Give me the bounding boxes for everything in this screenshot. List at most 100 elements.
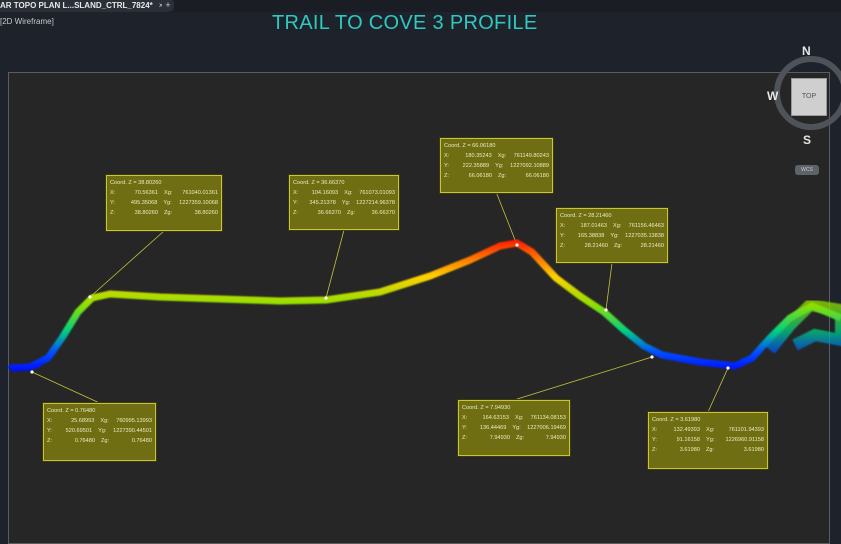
compass-south[interactable]: S — [803, 133, 812, 147]
callout-row-x: X: 180.35243 Xg: 761149.80243 — [444, 151, 549, 161]
callout-row-z: Z: 66.06180 Zg: 66.06180 — [444, 171, 549, 181]
picked-point — [650, 355, 654, 359]
grid-value: 761040.01361 — [182, 190, 218, 196]
callout-header: Coord. Z = 38.80260 — [110, 180, 162, 186]
callout-row-z: Z: 38.80260 Zg: 38.80260 — [110, 208, 218, 218]
callout-row-y: Y: 222.35889 Yg: 1227092.10889 — [444, 161, 549, 171]
grid-value: 0.76480 — [131, 438, 152, 444]
picked-point — [30, 370, 34, 374]
callout-row-x: X: 187.01463 Xg: 761156.46463 — [560, 221, 664, 231]
grid-value: 1227035.13838 — [625, 233, 664, 239]
local-value: 165.38838 — [577, 233, 605, 239]
local-value: 25.68993 — [71, 418, 95, 424]
local-value: 7.94930 — [489, 435, 510, 441]
callout-row-y: Y: 520.69501 Yg: 1227390.44501 — [47, 426, 152, 436]
local-value: 164.63153 — [482, 415, 509, 421]
grid-axis-label: Zg: — [347, 210, 356, 216]
local-value: 520.69501 — [65, 428, 93, 434]
close-icon[interactable]: × — [159, 1, 164, 10]
picked-point — [604, 308, 608, 312]
tab-label: AR TOPO PLAN L...SLAND_CTRL_7824* — [0, 1, 153, 10]
local-value: 187.01463 — [580, 223, 607, 229]
callout-leader — [89, 230, 165, 298]
grid-axis-label: Zg: — [164, 210, 173, 216]
local-value: 3.61980 — [679, 447, 700, 453]
callout-row-x: X: 70.56361 Xg: 761040.01361 — [110, 188, 218, 198]
picked-point — [515, 243, 519, 247]
local-value: 180.35243 — [465, 153, 492, 159]
local-value: 345.21378 — [309, 200, 336, 206]
callout-leader — [496, 192, 518, 246]
axis-label: Z: — [293, 210, 298, 216]
grid-axis-label: Xg: — [706, 427, 715, 433]
grid-value: 761101.94393 — [728, 427, 764, 433]
grid-value: 1226960.91158 — [725, 437, 764, 443]
callout-header: Coord. Z = 3.61980 — [652, 417, 701, 423]
tab-drawing[interactable]: AR TOPO PLAN L...SLAND_CTRL_7824* × — [0, 0, 170, 12]
callout-leader — [605, 262, 613, 311]
axis-label: X: — [462, 415, 468, 421]
callout-leader — [31, 371, 100, 404]
tab-bar: AR TOPO PLAN L...SLAND_CTRL_7824* × + — [0, 0, 841, 12]
grid-value: 761156.46463 — [628, 223, 664, 229]
coordinate-callout[interactable]: Coord. Z = 28.21460 X: 187.01463 Xg: 761156.… — [555, 207, 669, 264]
picked-point — [726, 366, 730, 370]
grid-axis-label: Yg: — [98, 428, 107, 434]
viewcube-ring[interactable] — [774, 56, 841, 130]
grid-value: 761134.08153 — [530, 415, 566, 421]
axis-label: Z: — [444, 173, 449, 179]
grid-axis-label: Yg: — [341, 200, 351, 206]
viewcube-top-face[interactable]: TOP — [791, 78, 827, 116]
grid-axis-label: Zg: — [516, 435, 525, 441]
local-value: 28.21460 — [584, 243, 608, 249]
callout-leader — [707, 367, 729, 413]
compass-west[interactable]: W — [767, 89, 779, 103]
callout-row-z: Z: 36.66370 Zg: 36.66370 — [293, 208, 395, 218]
grid-axis-label: Yg: — [495, 163, 504, 169]
callout-row-y: Y: 136.44469 Yg: 1227006.19469 — [462, 423, 566, 433]
axis-label: Z: — [47, 438, 52, 444]
grid-axis-label: Yg: — [512, 425, 521, 431]
callout-header: Coord. Z = 28.21460 — [560, 213, 612, 219]
grid-axis-label: Xg: — [344, 190, 353, 196]
callout-row-z: Z: 28.21460 Zg: 28.21460 — [560, 241, 664, 251]
grid-value: 1227092.10889 — [510, 163, 549, 169]
wcs-menu-button[interactable]: WCS — [795, 165, 819, 175]
callout-row-z: Z: 7.94930 Zg: 7.94930 — [462, 433, 566, 443]
view-style-label[interactable]: [2D Wireframe] — [0, 17, 54, 26]
local-value: 222.35889 — [462, 163, 490, 169]
grid-axis-label: Yg: — [163, 200, 172, 206]
drawing-title: TRAIL TO COVE 3 PROFILE — [272, 12, 538, 34]
coordinate-callout[interactable]: Coord. Z = 38.80260 X: 70.56361 Xg: 761040.0… — [105, 174, 223, 232]
grid-value: 1227390.44501 — [113, 428, 152, 434]
coordinate-callout[interactable]: Coord. Z = 66.06180 X: 180.35243 Xg: 761149.… — [439, 137, 554, 194]
coordinate-callout[interactable]: Coord. Z = 3.61980 X: 132.49393 Xg: 761101.9… — [647, 411, 769, 470]
callout-header: Coord. Z = 36.66370 — [293, 180, 345, 186]
grid-value: 1227359.10068 — [179, 200, 218, 206]
axis-label: Y: — [293, 200, 298, 206]
callout-row-y: Y: 345.21378 Yg: 1227214.96378 — [293, 198, 395, 208]
coordinate-callout[interactable]: Coord. Z = 7.94930 X: 164.63153 Xg: 761134.0… — [457, 399, 571, 457]
local-value: 136.44469 — [479, 425, 507, 431]
new-tab-button[interactable]: + — [162, 0, 174, 11]
axis-label: Y: — [110, 200, 115, 206]
compass-north[interactable]: N — [802, 44, 811, 58]
grid-value: 761073.01093 — [359, 190, 395, 196]
axis-label: Z: — [110, 210, 115, 216]
grid-axis-label: Zg: — [614, 243, 623, 249]
callout-leader — [513, 356, 653, 401]
grid-axis-label: Yg: — [610, 233, 619, 239]
coordinate-callout[interactable]: Coord. Z = 36.66370 X: 104.16093 Xg: 761073.… — [288, 174, 400, 231]
axis-label: Z: — [560, 243, 565, 249]
coordinate-callout[interactable]: Coord. Z = 0.76480 X: 25.68993 Xg: 760995.13… — [42, 402, 157, 462]
local-value: 495.35068 — [130, 200, 158, 206]
axis-label: Y: — [462, 425, 467, 431]
grid-value: 761149.80243 — [513, 153, 549, 159]
axis-label: X: — [444, 153, 450, 159]
grid-axis-label: Xg: — [497, 153, 507, 159]
grid-axis-label: Xg: — [514, 415, 524, 421]
grid-value: 1227006.19469 — [527, 425, 566, 431]
axis-label: X: — [652, 427, 658, 433]
grid-value: 7.94930 — [545, 435, 566, 441]
